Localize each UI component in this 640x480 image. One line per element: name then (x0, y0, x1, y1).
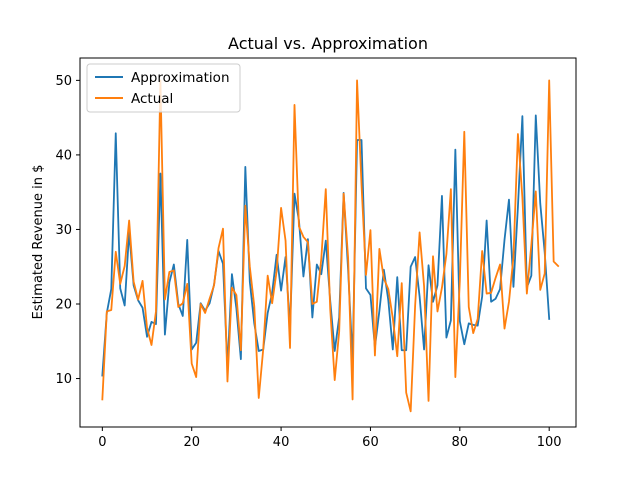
series-line-actual (101, 79, 560, 413)
x-axis-ticks: 0 20 40 60 80 100 (98, 427, 562, 450)
y-tick-label: 50 (55, 74, 72, 89)
legend-label-approximation: Approximation (131, 70, 230, 86)
x-tick-label: 40 (273, 435, 290, 450)
y-tick-label: 20 (55, 298, 72, 313)
x-tick-label: 80 (452, 435, 469, 450)
x-tick-label: 20 (183, 435, 200, 450)
x-tick-label: 0 (98, 435, 106, 450)
y-axis-label: Estimated Revenue in $ (31, 165, 46, 320)
y-axis-ticks: 10 20 30 40 50 (55, 74, 80, 387)
x-tick-label: 100 (537, 435, 562, 450)
series-layer (101, 79, 560, 413)
chart-title: Actual vs. Approximation (228, 34, 428, 53)
legend-box (86, 63, 241, 113)
plot-frame (79, 57, 577, 428)
y-tick-label: 10 (55, 372, 72, 387)
legend: Approximation Actual (86, 63, 241, 113)
x-tick-label: 60 (362, 435, 379, 450)
y-tick-label: 30 (55, 223, 72, 238)
legend-label-actual: Actual (131, 91, 173, 107)
y-tick-label: 40 (55, 148, 72, 163)
